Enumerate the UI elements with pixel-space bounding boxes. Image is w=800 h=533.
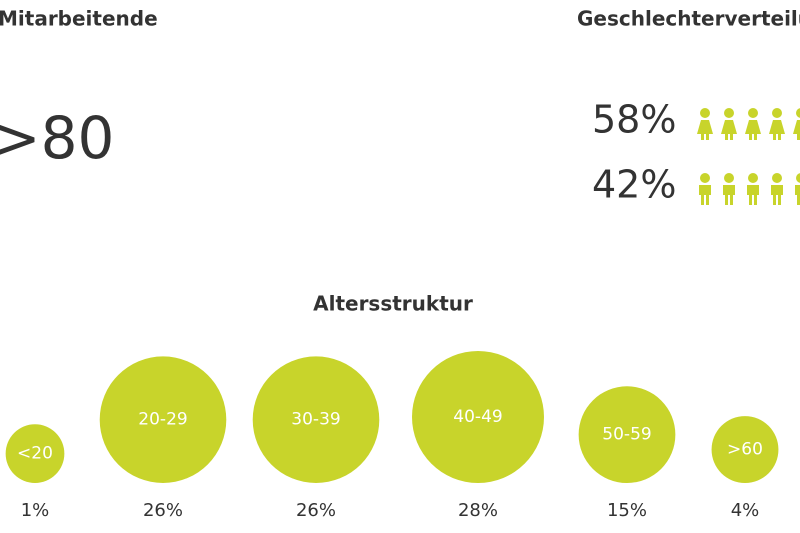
male-share: 42% <box>592 163 676 207</box>
value-label: 26% <box>296 500 336 521</box>
male-icon-head <box>772 173 782 183</box>
female-icon-head <box>772 108 782 118</box>
bubble <box>412 351 544 483</box>
bubble-label: 40-49 <box>453 407 502 427</box>
bubble <box>711 416 779 484</box>
value-label: 1% <box>21 500 50 521</box>
female-icon-body <box>721 120 737 140</box>
bubble-label: >60 <box>727 440 763 460</box>
male-icon-head <box>700 173 710 183</box>
male-icon-body <box>771 185 783 205</box>
chart-title: Altersstruktur <box>313 292 473 316</box>
female-share: 58% <box>592 98 676 142</box>
value-label: 26% <box>143 500 183 521</box>
female-icon-body <box>793 120 800 140</box>
value-label: 4% <box>731 500 760 521</box>
bubble <box>578 386 676 483</box>
bubble-label: 30-39 <box>291 410 340 430</box>
male-icon-body <box>723 185 735 205</box>
bubble <box>252 356 380 483</box>
male-icon-body <box>747 185 759 205</box>
bubble-label: 20-29 <box>138 410 187 430</box>
male-icon-body <box>699 185 711 205</box>
headcount-title: Mitarbeitende <box>0 7 158 31</box>
value-label: 15% <box>607 500 647 521</box>
male-icon-head <box>748 173 758 183</box>
female-icon-head <box>796 108 800 118</box>
female-icon-head <box>700 108 710 118</box>
female-icon-body <box>745 120 761 140</box>
female-icon-head <box>724 108 734 118</box>
female-icon-body <box>769 120 785 140</box>
value-label: 28% <box>458 500 498 521</box>
male-icon-head <box>724 173 734 183</box>
male-icon-head <box>796 173 800 183</box>
bubble-label: 50-59 <box>602 425 651 445</box>
male-icon-body <box>795 185 800 205</box>
bubble-label: <20 <box>17 444 53 464</box>
female-icon-body <box>697 120 713 140</box>
female-icon-head <box>748 108 758 118</box>
gender-title: Geschlechterverteilung <box>577 7 800 31</box>
headcount-value: >80 <box>0 104 114 172</box>
bubble <box>99 356 227 483</box>
bubble <box>5 424 65 483</box>
